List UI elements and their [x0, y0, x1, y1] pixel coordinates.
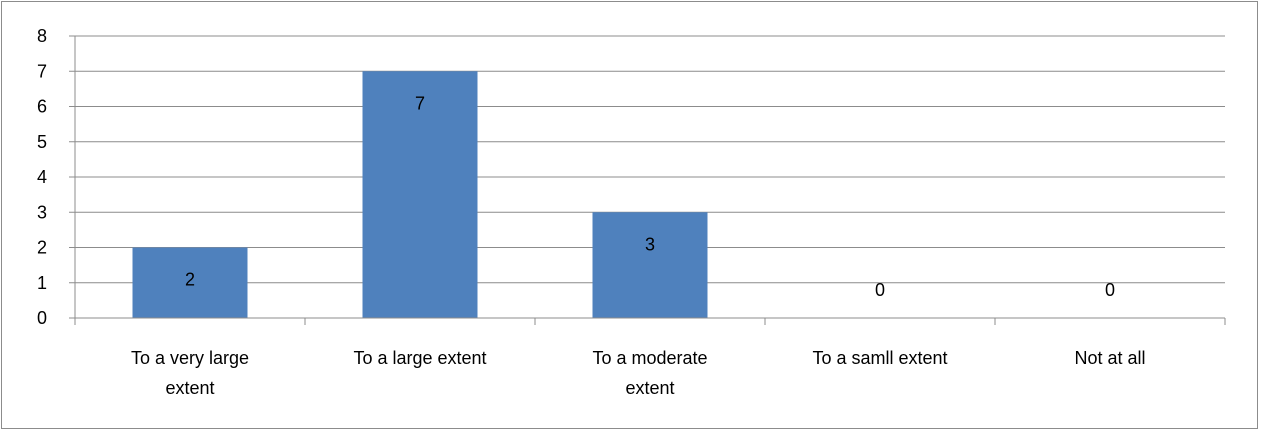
y-tick-label: 8 — [37, 26, 47, 46]
y-tick-label: 7 — [37, 61, 47, 81]
labels: 0 1 2 3 4 5 6 7 8 2 To a very large extent 7 To a lar… — [37, 26, 1146, 398]
bar — [132, 247, 248, 318]
x-category-label-line: To a very large — [131, 348, 249, 368]
y-tick-label: 1 — [37, 273, 47, 293]
x-category-label-line: To a large extent — [353, 348, 486, 368]
y-tick-label: 4 — [37, 167, 47, 187]
x-category-label-line: extent — [165, 378, 214, 398]
y-tick-label: 5 — [37, 132, 47, 152]
y-tick-label: 3 — [37, 202, 47, 222]
data-label: 3 — [645, 234, 655, 254]
x-category-label: To a samll extent — [812, 348, 947, 368]
x-category-label: To a large extent — [353, 348, 486, 368]
bars — [132, 71, 708, 318]
x-category-label-line: Not at all — [1074, 348, 1145, 368]
bar — [362, 71, 478, 318]
x-category-label: To a moderate extent — [592, 348, 707, 398]
data-label: 7 — [415, 93, 425, 113]
x-category-label: To a very large extent — [131, 348, 249, 398]
bar — [592, 212, 708, 318]
x-category-label-line: extent — [625, 378, 674, 398]
x-category-label-line: To a moderate — [592, 348, 707, 368]
data-label: 2 — [185, 270, 195, 290]
x-category-label: Not at all — [1074, 348, 1145, 368]
data-label: 0 — [875, 280, 885, 300]
gridlines — [75, 35, 1225, 284]
y-tick-label: 2 — [37, 238, 47, 258]
y-tick-label: 6 — [37, 97, 47, 117]
axes — [69, 35, 1226, 325]
x-category-label-line: To a samll extent — [812, 348, 947, 368]
y-tick-label: 0 — [37, 308, 47, 328]
data-label: 0 — [1105, 280, 1115, 300]
